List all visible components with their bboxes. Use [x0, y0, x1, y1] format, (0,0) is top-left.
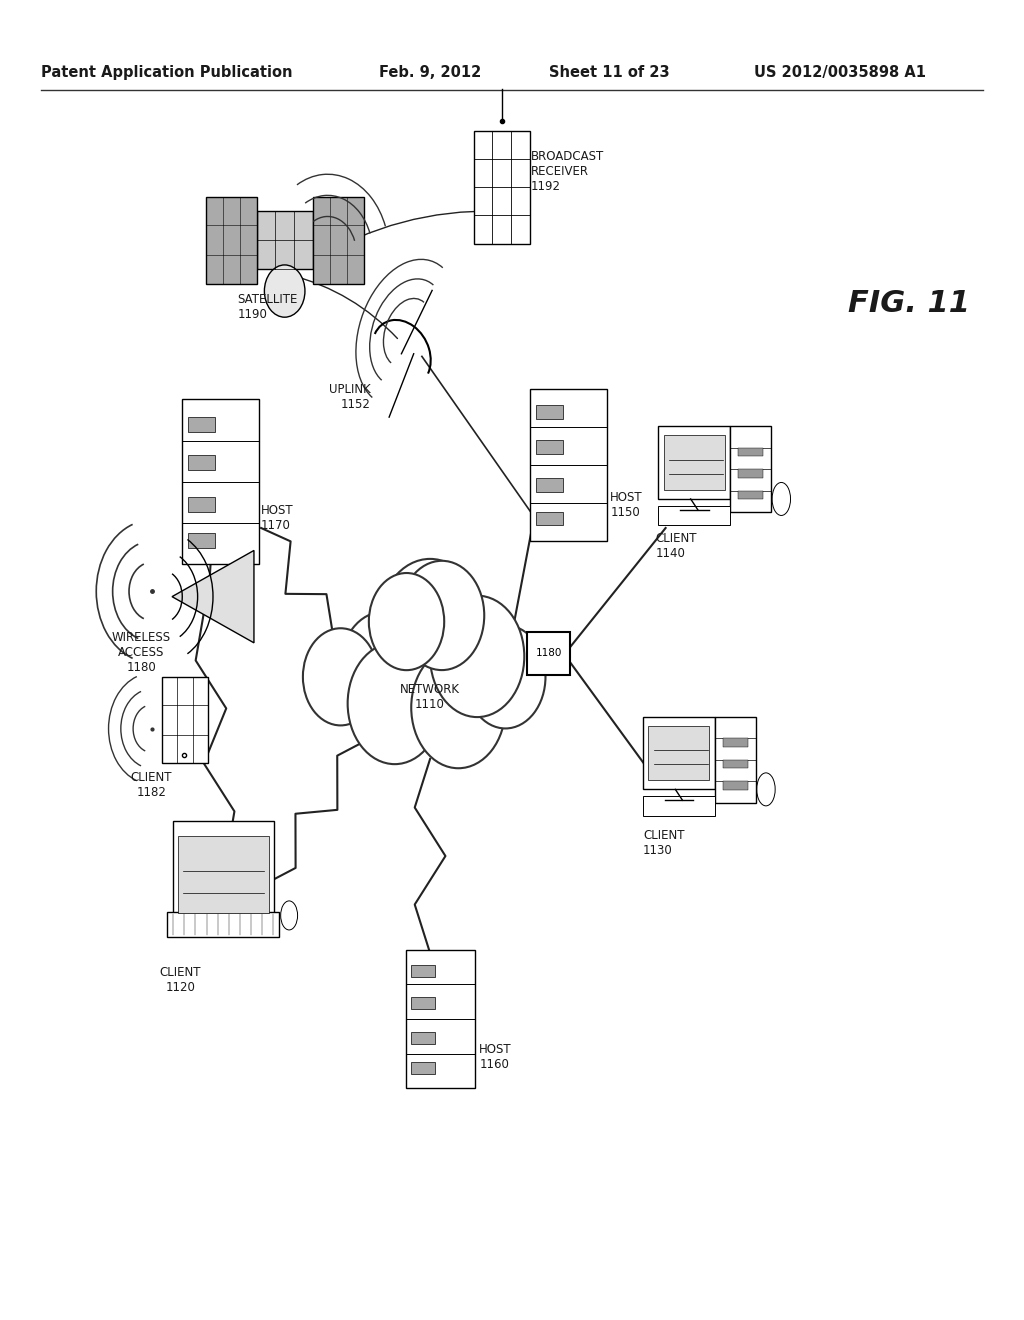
Bar [530, 388, 606, 541]
Bar [527, 632, 570, 675]
Bar [182, 399, 258, 565]
Bar [177, 837, 269, 912]
Text: HOST
1170: HOST 1170 [261, 504, 294, 532]
Text: CLIENT
1130: CLIENT 1130 [643, 829, 685, 857]
Bar [537, 405, 563, 420]
Text: Feb. 9, 2012: Feb. 9, 2012 [379, 65, 481, 81]
Bar [206, 197, 256, 284]
Bar [715, 717, 756, 803]
Text: HOST
1160: HOST 1160 [479, 1043, 512, 1071]
Bar [162, 677, 208, 763]
Text: CLIENT
1182: CLIENT 1182 [131, 771, 172, 799]
Text: WIRELESS
ACCESS
1180: WIRELESS ACCESS 1180 [112, 631, 171, 675]
Bar [643, 796, 715, 816]
Text: SATELLITE
1190: SATELLITE 1190 [238, 293, 298, 321]
Bar [643, 717, 715, 789]
Bar [172, 821, 273, 923]
Bar [658, 506, 730, 525]
Bar [537, 512, 563, 525]
Bar [723, 781, 748, 789]
Text: Patent Application Publication: Patent Application Publication [41, 65, 293, 81]
Text: US 2012/0035898 A1: US 2012/0035898 A1 [754, 65, 926, 81]
Bar [738, 447, 763, 457]
Bar [411, 997, 435, 1010]
Bar [188, 455, 215, 470]
Text: HOST
1150: HOST 1150 [610, 491, 643, 519]
Bar [664, 436, 725, 490]
Polygon shape [172, 550, 254, 643]
Circle shape [430, 595, 524, 717]
Bar [188, 417, 215, 433]
Bar [537, 478, 563, 492]
Circle shape [378, 558, 482, 693]
Bar [256, 211, 313, 269]
Text: FIG. 11: FIG. 11 [848, 289, 971, 318]
Bar [168, 912, 279, 937]
Bar [406, 950, 475, 1088]
Bar [723, 738, 748, 747]
Bar [188, 533, 215, 548]
Text: NETWORK
1110: NETWORK 1110 [400, 682, 460, 711]
Text: Sheet 11 of 23: Sheet 11 of 23 [549, 65, 670, 81]
Bar [658, 426, 730, 499]
Bar [648, 726, 710, 780]
Bar [188, 496, 215, 512]
Bar [411, 1063, 435, 1074]
Bar [313, 197, 364, 284]
Text: UPLINK
1152: UPLINK 1152 [329, 383, 371, 411]
Text: 1180: 1180 [536, 648, 562, 659]
Circle shape [412, 647, 506, 768]
Bar [738, 470, 763, 478]
Circle shape [347, 643, 442, 764]
Bar [411, 965, 435, 977]
Bar [537, 441, 563, 454]
Text: CLIENT
1140: CLIENT 1140 [655, 532, 697, 560]
Bar [738, 491, 763, 499]
Circle shape [341, 612, 425, 721]
Text: BROADCAST
RECEIVER
1192: BROADCAST RECEIVER 1192 [530, 150, 604, 193]
Circle shape [303, 628, 378, 726]
Circle shape [369, 573, 444, 671]
Text: CLIENT
1120: CLIENT 1120 [160, 966, 201, 994]
Circle shape [465, 626, 546, 729]
Bar [473, 131, 530, 243]
Bar [723, 759, 748, 768]
Circle shape [264, 265, 305, 317]
Circle shape [399, 561, 484, 671]
Bar [730, 426, 771, 512]
Bar [411, 1031, 435, 1044]
